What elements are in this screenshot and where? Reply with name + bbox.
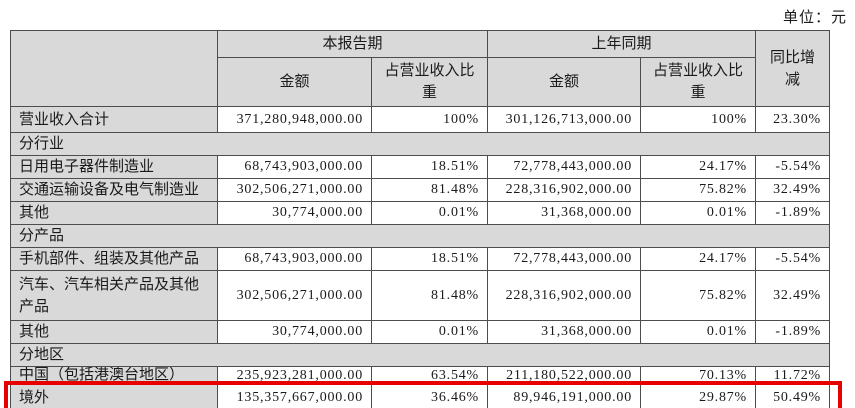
header-pct-prior: 占营业收入比重 bbox=[640, 57, 757, 107]
row-section-region: 分地区 bbox=[9, 343, 831, 367]
cell-current-pct: 36.46% bbox=[370, 384, 489, 408]
cell-prior-amount: 31,368,000.00 bbox=[487, 320, 642, 344]
cell-label: 境外 bbox=[10, 384, 218, 408]
cell-label: 其他 bbox=[10, 201, 218, 225]
cell-prior-amount: 31,368,000.00 bbox=[487, 201, 642, 225]
header-pct-current-label: 占营业收入比重 bbox=[384, 63, 475, 101]
cell-yoy: 11.72% bbox=[755, 366, 831, 385]
header-corner bbox=[10, 30, 218, 107]
unit-label: 单位：元 bbox=[782, 10, 847, 26]
section-label: 分地区 bbox=[9, 343, 831, 367]
cell-current-amount: 235,923,281,000.00 bbox=[217, 366, 372, 385]
cell-prior-amount: 301,126,713,000.00 bbox=[487, 106, 642, 133]
row-industry-transport: 交通运输设备及电气制造业 302,506,271,000.00 81.48% 2… bbox=[10, 178, 831, 202]
header-pct-current: 占营业收入比重 bbox=[370, 57, 489, 107]
cell-prior-amount: 228,316,902,000.00 bbox=[487, 270, 642, 321]
cell-yoy: 32.49% bbox=[755, 270, 831, 321]
cell-yoy: -5.54% bbox=[755, 247, 831, 271]
cell-yoy: -5.54% bbox=[755, 155, 831, 179]
cell-current-amount: 135,357,667,000.00 bbox=[217, 384, 372, 408]
cell-current-pct: 81.48% bbox=[370, 178, 489, 202]
cell-prior-amount: 211,180,522,000.00 bbox=[487, 366, 642, 385]
header-yoy: 同比增减 bbox=[755, 30, 831, 107]
cell-label: 手机部件、组装及其他产品 bbox=[10, 247, 218, 271]
row-product-auto: 汽车、汽车相关产品及其他产品 302,506,271,000.00 81.48%… bbox=[10, 270, 831, 321]
cell-current-pct: 63.54% bbox=[370, 366, 489, 385]
row-region-overseas: 境外 135,357,667,000.00 36.46% 89,946,191,… bbox=[10, 384, 831, 408]
financial-table: 本报告期 上年同期 同比增减 金额 占营业收入比重 金额 占营业收入比重 营业收… bbox=[9, 30, 831, 408]
cell-prior-pct: 75.82% bbox=[640, 178, 757, 202]
cell-prior-pct: 24.17% bbox=[640, 247, 757, 271]
cell-prior-amount: 72,778,443,000.00 bbox=[487, 155, 642, 179]
cell-prior-pct: 0.01% bbox=[640, 201, 757, 225]
row-product-phone: 手机部件、组装及其他产品 68,743,903,000.00 18.51% 72… bbox=[10, 247, 831, 271]
cell-label: 日用电子器件制造业 bbox=[10, 155, 218, 179]
row-industry-electronics: 日用电子器件制造业 68,743,903,000.00 18.51% 72,77… bbox=[10, 155, 831, 179]
row-section-product: 分产品 bbox=[9, 224, 831, 248]
row-section-industry: 分行业 bbox=[9, 132, 831, 156]
row-total-revenue: 营业收入合计 371,280,948,000.00 100% 301,126,7… bbox=[10, 106, 831, 133]
cell-prior-pct: 75.82% bbox=[640, 270, 757, 321]
cell-prior-pct: 29.87% bbox=[640, 384, 757, 408]
cell-label: 中国（包括港澳台地区） bbox=[10, 366, 218, 385]
cell-prior-amount: 72,778,443,000.00 bbox=[487, 247, 642, 271]
cell-prior-pct: 24.17% bbox=[640, 155, 757, 179]
row-product-other: 其他 30,774,000.00 0.01% 31,368,000.00 0.0… bbox=[10, 320, 831, 344]
row-industry-other: 其他 30,774,000.00 0.01% 31,368,000.00 0.0… bbox=[10, 201, 831, 225]
cell-current-pct: 100% bbox=[370, 106, 489, 133]
header-yoy-label: 同比增减 bbox=[770, 49, 816, 88]
cell-label: 其他 bbox=[10, 320, 218, 344]
cell-current-pct: 0.01% bbox=[370, 201, 489, 225]
cell-current-amount: 68,743,903,000.00 bbox=[217, 155, 372, 179]
cell-current-amount: 302,506,271,000.00 bbox=[217, 270, 372, 321]
section-label: 分产品 bbox=[9, 224, 831, 248]
cell-current-pct: 18.51% bbox=[370, 247, 489, 271]
header-row-measures: 金额 占营业收入比重 金额 占营业收入比重 bbox=[11, 57, 830, 107]
cell-prior-amount: 89,946,191,000.00 bbox=[487, 384, 642, 408]
cell-prior-pct: 70.13% bbox=[640, 366, 757, 385]
cell-current-amount: 30,774,000.00 bbox=[217, 320, 372, 344]
cell-yoy: 50.49% bbox=[755, 384, 831, 408]
cell-yoy: -1.89% bbox=[755, 320, 831, 344]
header-current-period: 本报告期 bbox=[216, 30, 489, 58]
header-prior-period: 上年同期 bbox=[487, 30, 757, 58]
cell-current-pct: 0.01% bbox=[370, 320, 489, 344]
section-label: 分行业 bbox=[9, 132, 831, 156]
cell-current-pct: 18.51% bbox=[370, 155, 489, 179]
row-region-china: 中国（包括港澳台地区） 235,923,281,000.00 63.54% 21… bbox=[10, 366, 831, 385]
cell-label: 汽车、汽车相关产品及其他产品 bbox=[10, 270, 218, 321]
cell-current-amount: 30,774,000.00 bbox=[217, 201, 372, 225]
cell-prior-amount: 228,316,902,000.00 bbox=[487, 178, 642, 202]
cell-prior-pct: 100% bbox=[640, 106, 757, 133]
cell-current-amount: 371,280,948,000.00 bbox=[217, 106, 372, 133]
cell-current-pct: 81.48% bbox=[370, 270, 489, 321]
cell-label: 营业收入合计 bbox=[10, 106, 218, 133]
cell-yoy: 32.49% bbox=[755, 178, 831, 202]
header-amount-current: 金额 bbox=[217, 57, 372, 107]
header-pct-prior-label: 占营业收入比重 bbox=[653, 63, 744, 101]
cell-yoy: 23.30% bbox=[755, 106, 831, 133]
cell-current-amount: 68,743,903,000.00 bbox=[217, 247, 372, 271]
cell-label: 交通运输设备及电气制造业 bbox=[10, 178, 218, 202]
cell-current-amount: 302,506,271,000.00 bbox=[217, 178, 372, 202]
cell-prior-pct: 0.01% bbox=[640, 320, 757, 344]
header-amount-prior: 金额 bbox=[487, 57, 642, 107]
header-row-periods: 本报告期 上年同期 同比增减 bbox=[10, 30, 831, 107]
cell-yoy: -1.89% bbox=[755, 201, 831, 225]
